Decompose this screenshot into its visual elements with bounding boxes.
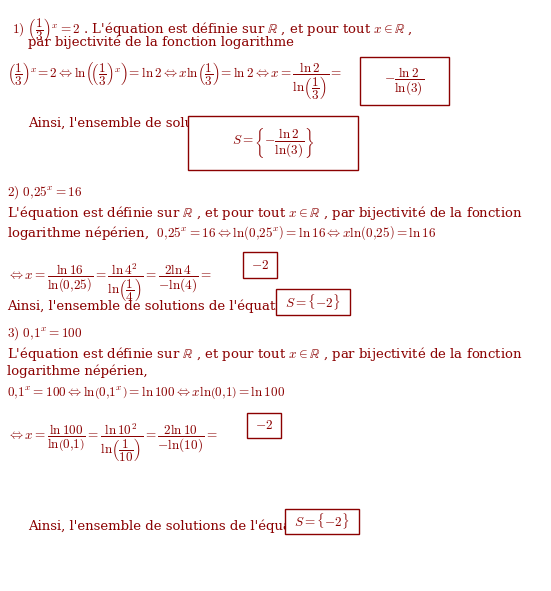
FancyBboxPatch shape — [188, 116, 358, 170]
FancyBboxPatch shape — [276, 289, 350, 315]
Text: Ainsi, l'ensemble de solutions de l'équation est: Ainsi, l'ensemble de solutions de l'équa… — [7, 299, 320, 313]
Text: L'équation est définie sur $\mathbb{R}$ , et pour tout $x\in\mathbb{R}$ , par bi: L'équation est définie sur $\mathbb{R}$ … — [7, 204, 523, 222]
Text: logarithme népérien,: logarithme népérien, — [7, 365, 148, 378]
Text: Ainsi, l'ensemble de solutions  est: Ainsi, l'ensemble de solutions est — [28, 117, 253, 130]
Text: $S=\{-2\}$: $S=\{-2\}$ — [285, 292, 341, 311]
Text: $\left(\dfrac{1}{3}\right)^x\!=2\Leftrightarrow\ln\!\left(\!\left(\dfrac{1}{3}\r: $\left(\dfrac{1}{3}\right)^x\!=2\Leftrig… — [7, 61, 343, 102]
Text: $\mathbf{2)}$ $0{,}25^x=16$: $\mathbf{2)}$ $0{,}25^x=16$ — [7, 184, 83, 201]
FancyBboxPatch shape — [242, 252, 277, 278]
Text: logarithme népérien,  $0{,}25^x=16\Leftrightarrow\ln\!\left(0{,}25^x\right)=\ln : logarithme népérien, $0{,}25^x=16\Leftri… — [7, 224, 436, 242]
Text: $-2$: $-2$ — [255, 419, 273, 432]
FancyBboxPatch shape — [360, 57, 449, 105]
Text: $\mathbf{1)}$ $\left(\dfrac{1}{3}\right)^x = 2$ . L'équation est définie sur $\m: $\mathbf{1)}$ $\left(\dfrac{1}{3}\right)… — [12, 15, 413, 43]
Text: $\Leftrightarrow x=\dfrac{\ln 100}{\ln\!\left(0{,}1\right)}=\dfrac{\ln 10^2}{\ln: $\Leftrightarrow x=\dfrac{\ln 100}{\ln\!… — [7, 422, 218, 465]
FancyBboxPatch shape — [285, 509, 359, 534]
Text: L'équation est définie sur $\mathbb{R}$ , et pour tout $x\in\mathbb{R}$ , par bi: L'équation est définie sur $\mathbb{R}$ … — [7, 345, 523, 363]
Text: $-\dfrac{\ln 2}{\ln(3)}$: $-\dfrac{\ln 2}{\ln(3)}$ — [385, 65, 424, 97]
Text: $\mathbf{3)}$ $0{,}1^x=100$: $\mathbf{3)}$ $0{,}1^x=100$ — [7, 325, 83, 342]
Text: par bijectivité de la fonction logarithme: par bijectivité de la fonction logarithm… — [28, 35, 294, 49]
FancyBboxPatch shape — [247, 413, 281, 439]
Text: Ainsi, l'ensemble de solutions de l'équation est: Ainsi, l'ensemble de solutions de l'équa… — [28, 519, 341, 532]
Text: $S=\{-2\}$: $S=\{-2\}$ — [294, 512, 350, 531]
Text: $-2$: $-2$ — [251, 258, 269, 271]
Text: $S=\left\{-\dfrac{\ln 2}{\ln(3)}\right\}$: $S=\left\{-\dfrac{\ln 2}{\ln(3)}\right\}… — [232, 126, 314, 160]
Text: $\Leftrightarrow x=\dfrac{\ln 16}{\ln\!\left(0{,}25\right)}=\dfrac{\ln 4^2}{\ln\: $\Leftrightarrow x=\dfrac{\ln 16}{\ln\!\… — [7, 262, 212, 304]
Text: $0{,}1^x=100\Leftrightarrow\ln\!\left(0{,}1^x\right)=\ln 100\Leftrightarrow x\ln: $0{,}1^x=100\Leftrightarrow\ln\!\left(0{… — [7, 385, 285, 401]
